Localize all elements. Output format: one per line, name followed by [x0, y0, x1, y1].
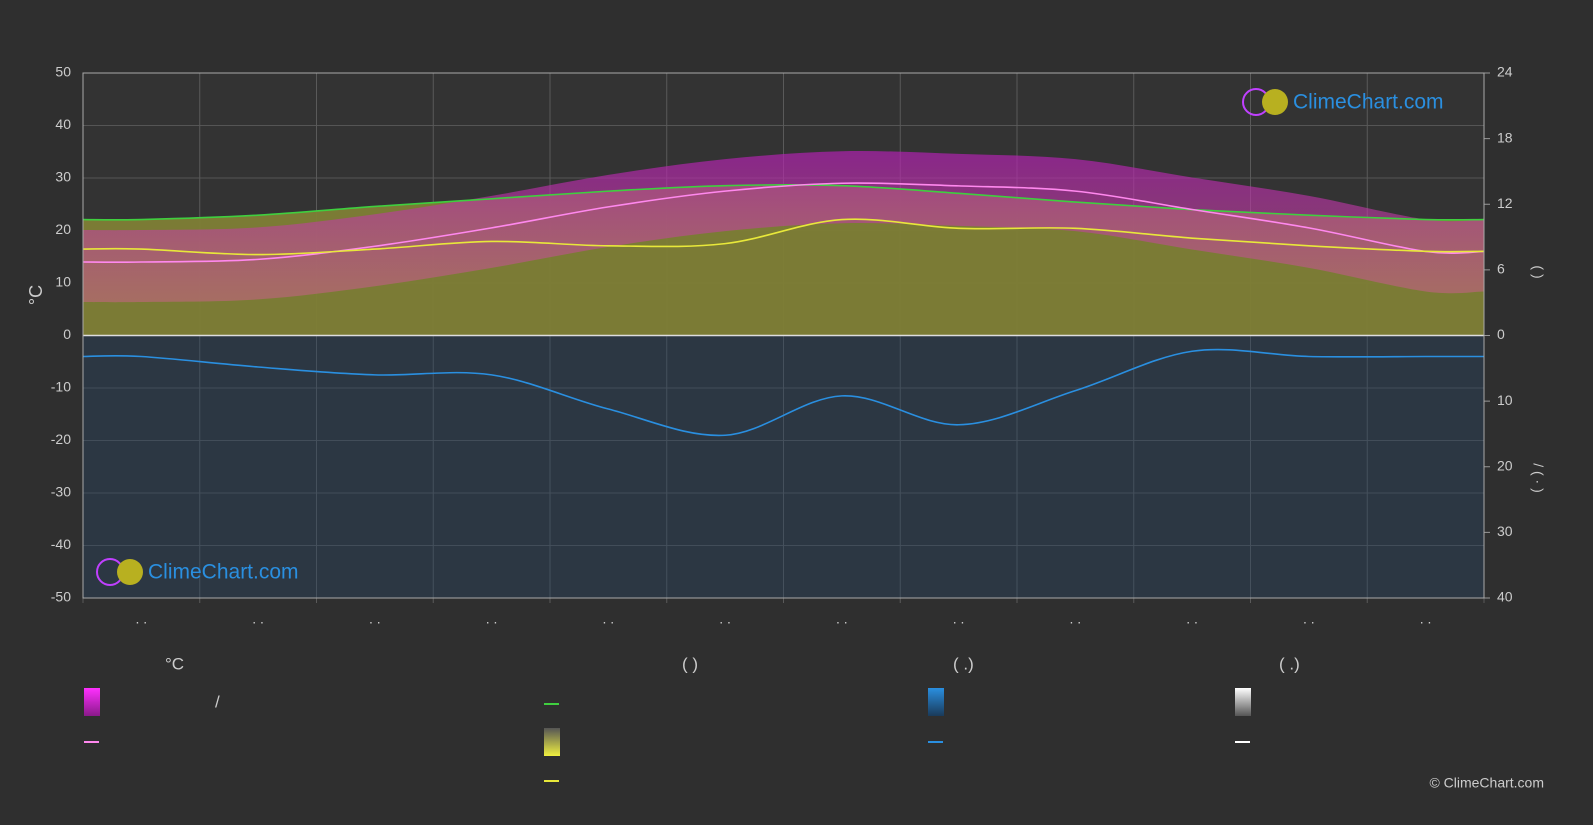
y3-axis-label: / ( · ): [1530, 463, 1546, 493]
y-tick-label: 40: [55, 116, 71, 132]
watermark: ClimeChart.com: [148, 561, 299, 584]
y-axis-label: °C: [26, 285, 46, 305]
y3-tick-label: 40: [1497, 589, 1513, 605]
legend-header: ( .): [953, 654, 974, 673]
logo: ClimeChart.com: [96, 558, 299, 586]
y2-tick-label: 18: [1497, 129, 1513, 145]
y2-tick-label: 0: [1497, 326, 1505, 342]
x-tick-label: . .: [836, 611, 848, 627]
legend-header: °C: [165, 654, 184, 673]
watermark: ClimeChart.com: [1293, 91, 1444, 114]
x-tick-label: . .: [953, 611, 965, 627]
legend: °C ( ) ( .) ( .) /: [84, 654, 1300, 782]
legend-swatch: [1235, 688, 1251, 716]
y3-tick-label: 20: [1497, 457, 1513, 473]
y-tick-label: -50: [51, 589, 71, 605]
y-tick-label: 0: [63, 326, 71, 342]
x-tick-label: . .: [1420, 611, 1432, 627]
x-tick-label: . .: [369, 611, 381, 627]
series-line: [82, 184, 1485, 221]
plot-frame: [82, 72, 1485, 599]
logo: ClimeChart.com: [1242, 88, 1444, 116]
y-tick-label: -10: [51, 379, 71, 395]
y-tick-label: -20: [51, 431, 71, 447]
y2-tick-label: 6: [1497, 261, 1505, 277]
series-line: [82, 348, 1484, 437]
legend-header: ( .): [1279, 654, 1300, 673]
legend-text: /: [215, 692, 220, 711]
logo-sun: [117, 559, 143, 585]
x-tick-label: . .: [486, 611, 498, 627]
y2-tick-label: 24: [1497, 64, 1513, 80]
y3-tick-label: 30: [1497, 523, 1513, 539]
y3-tick-label: 10: [1497, 392, 1513, 408]
x-tick-label: . .: [136, 611, 148, 627]
x-tick-label: . .: [1303, 611, 1315, 627]
y-tick-label: -40: [51, 536, 71, 552]
plot-area: -50 -40 -30 -20 -10 0 10 20 30 40 50 0 6 12 18 24 10 20 30…: [51, 64, 1513, 627]
x-tick-label: . .: [252, 611, 264, 627]
x-tick-label: . .: [1186, 611, 1198, 627]
legend-swatch: [544, 728, 560, 756]
series-line: [82, 182, 1485, 263]
precipitation-area: [83, 335, 1484, 598]
temperature-band: [83, 151, 1484, 303]
y-tick-label: -30: [51, 484, 71, 500]
legend-swatch: [928, 688, 944, 716]
y-tick-label: 30: [55, 169, 71, 185]
logo-sun: [1262, 89, 1288, 115]
legend-swatch: [84, 688, 100, 716]
x-tick-label: . .: [719, 611, 731, 627]
legend-header: ( ): [682, 654, 698, 673]
y-tick-label: 20: [55, 221, 71, 237]
x-tick-label: . .: [1070, 611, 1082, 627]
y2-tick-label: 12: [1497, 195, 1513, 211]
y2-axis-label: ( ): [1530, 265, 1546, 278]
x-tick-label: . .: [603, 611, 615, 627]
series-line: [82, 218, 1485, 256]
y-tick-label: 50: [55, 64, 71, 80]
y-tick-label: 10: [55, 274, 71, 290]
copyright: © ClimeChart.com: [1429, 775, 1544, 791]
